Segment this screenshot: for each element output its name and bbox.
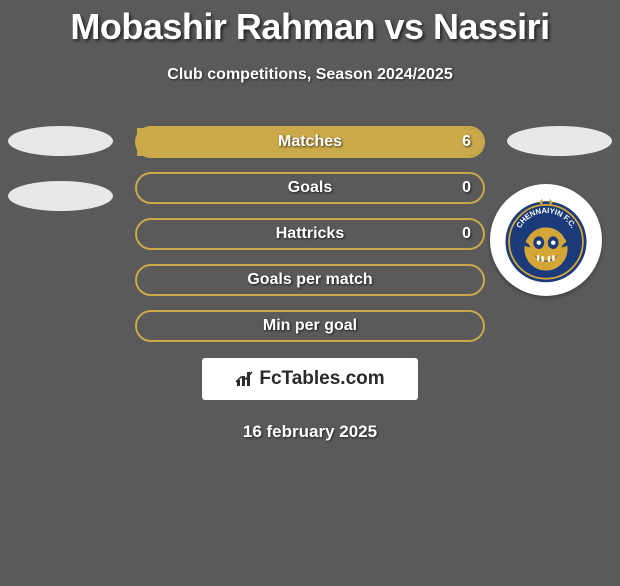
page-subtitle: Club competitions, Season 2024/2025: [0, 66, 620, 84]
bar-value-right: 0: [462, 179, 471, 197]
bar-label: Goals: [288, 179, 332, 197]
chart-icon: [235, 370, 255, 388]
bar-label: Hattricks: [276, 225, 344, 243]
date-text: 16 february 2025: [0, 422, 620, 442]
club-crest: CHENNAIYIN F.C.: [490, 184, 602, 296]
brand-text: FcTables.com: [259, 368, 384, 390]
stat-bar: Min per goal: [135, 310, 485, 342]
stat-bar: Goals per match: [135, 264, 485, 296]
placeholder-ellipse: [8, 126, 113, 156]
bar-value-right: 6: [462, 133, 471, 151]
placeholder-ellipse: [8, 181, 113, 211]
page-title: Mobashir Rahman vs Nassiri: [0, 6, 620, 48]
stat-bar: 0 Goals: [135, 172, 485, 204]
bar-label: Min per goal: [263, 317, 357, 335]
club-crest-wrapper: CHENNAIYIN F.C.: [490, 184, 602, 296]
fctables-logo: FcTables.com: [202, 358, 418, 400]
crest-svg: CHENNAIYIN F.C.: [501, 195, 591, 285]
stat-bar: 6 Matches: [135, 126, 485, 158]
bar-label: Goals per match: [247, 271, 372, 289]
placeholder-ellipse: [507, 126, 612, 156]
bar-label: Matches: [278, 133, 342, 151]
bar-value-right: 0: [462, 225, 471, 243]
left-placeholder-group: [8, 126, 113, 236]
stats-bar-group: 6 Matches 0 Goals 0 Hattricks Goals per match M…: [135, 126, 485, 342]
stat-bar: 0 Hattricks: [135, 218, 485, 250]
right-placeholder-group: [507, 126, 612, 181]
